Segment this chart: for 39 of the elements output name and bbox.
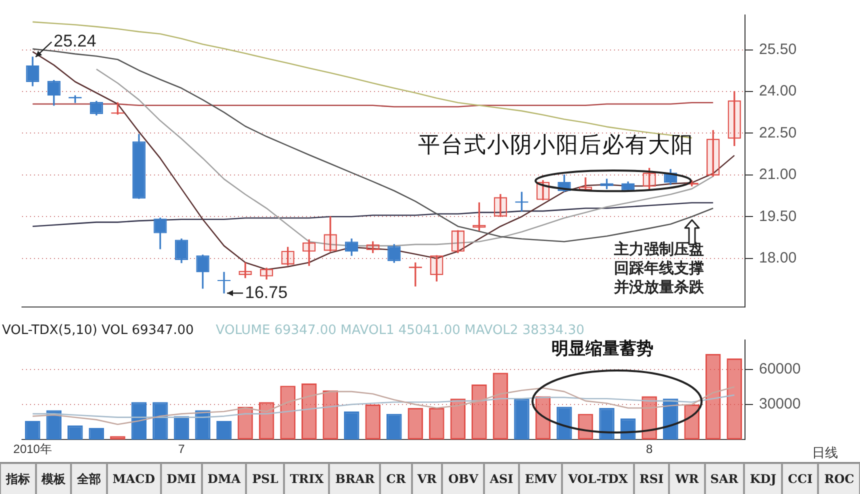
text: 全部 [71,463,107,494]
text: 日线 [812,445,838,462]
text: ROC [818,463,860,494]
y-tick-label: 21.00 [759,166,797,184]
chart-subtitle: VOLUME 69347.00 MAVOL1 45041.00 MAVOL2 38334.30 [216,323,584,338]
text: CR [380,463,412,494]
annotation: 25.24 [54,32,96,51]
text: EMV [519,463,562,494]
text: 模板 [36,463,72,494]
text: 指标 [0,463,36,494]
x-tick-label: 2010年 [13,442,52,456]
y-tick-label: 19.50 [759,208,797,225]
text: OBV [442,463,484,494]
y-tick-label: 22.50 [759,124,797,142]
text: DMA [202,463,246,494]
text: PSL [246,463,284,494]
text: VOL-TDX [562,463,634,494]
y-tick-label: 30000 [759,396,801,413]
text: CCI [782,463,818,494]
x-tick-label: 7 [178,442,186,456]
text: TRIX [284,463,330,494]
y-tick-label: 60000 [759,360,801,378]
text: KDJ [744,463,782,494]
annotation: 16.75 [245,282,288,302]
chart-title: VOL-TDX(5,10) VOL 69347.00 [2,323,194,338]
y-tick-label: 24.00 [759,82,797,100]
annotation: 平台式小阴小阳后必有大阳 [418,132,694,160]
text: BRAR [329,463,380,494]
y-tick-label: 18.00 [759,249,797,266]
text: DMI [160,463,202,494]
text: RSI [634,463,670,494]
text: WR [669,463,705,494]
text: VR [412,463,442,494]
text: MACD [106,463,161,494]
text: ASI [484,463,520,494]
y-tick-label: 25.50 [759,40,797,58]
text: SAR [704,463,744,494]
annotation: 明显缩量蓄势 [551,338,654,360]
x-tick-label: 8 [646,442,653,456]
